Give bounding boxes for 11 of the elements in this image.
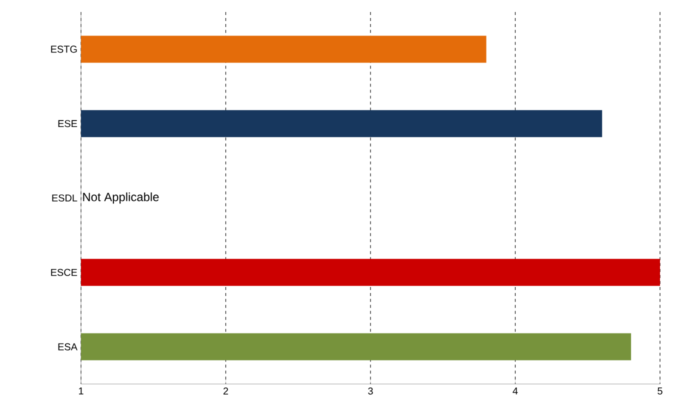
x-tick-label: 4 [512, 388, 518, 394]
x-tick-label: 1 [78, 388, 84, 394]
annotation: Not Applicable [83, 192, 159, 204]
x-tick-label: 2 [223, 388, 228, 394]
y-tick-label: ESTG [51, 46, 77, 53]
y-tick-label: ESE [58, 120, 78, 128]
y-tick-label: ESDL [52, 194, 78, 202]
x-tick-label: 3 [368, 388, 373, 395]
x-tick-label: 5 [658, 388, 662, 394]
y-tick-label: ESCE [51, 268, 78, 276]
y-tick-label: ESA [58, 343, 78, 350]
